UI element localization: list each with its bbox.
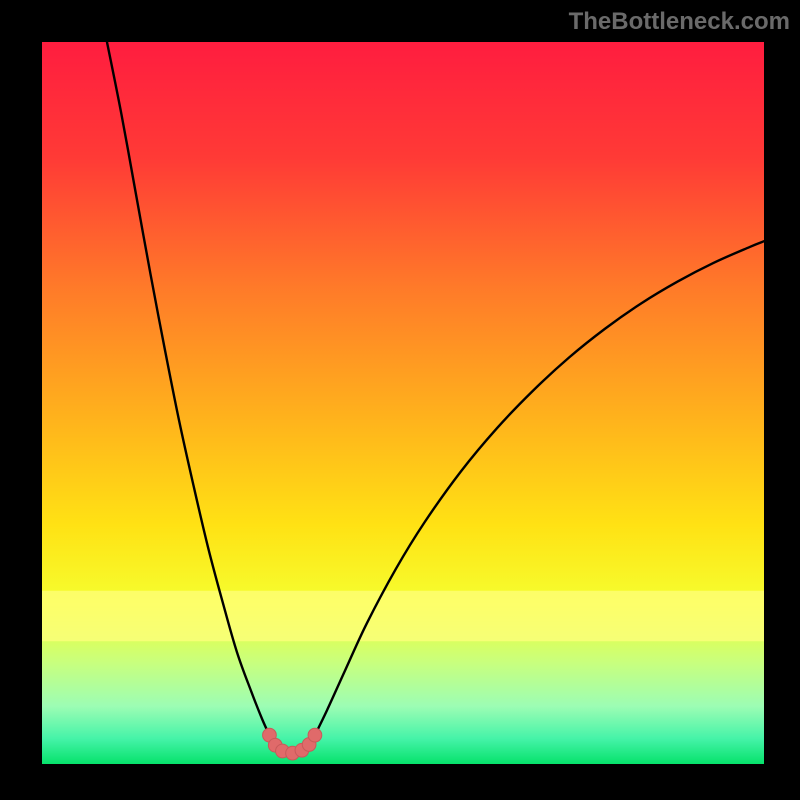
bottleneck-curve-chart (42, 42, 764, 764)
watermark-text: TheBottleneck.com (569, 8, 790, 36)
gradient-background (42, 42, 764, 764)
highlight-band (42, 591, 764, 642)
valley-marker (308, 728, 322, 742)
plot-area (42, 42, 764, 764)
